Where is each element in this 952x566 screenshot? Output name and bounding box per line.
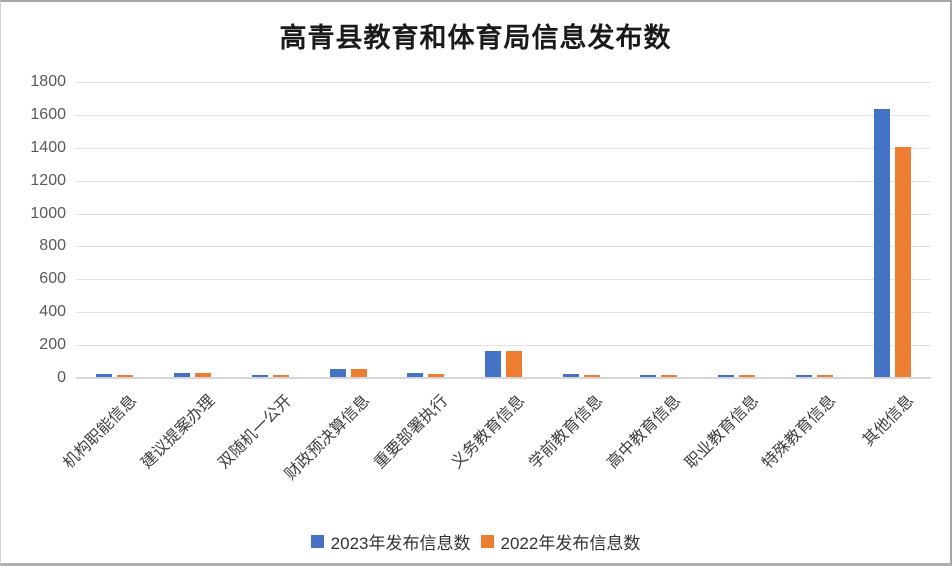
bar-2023年-学前教育信息 (562, 373, 579, 377)
legend-item: 2023年发布信息数 (310, 529, 471, 554)
bar-2022年-职业教育信息 (739, 375, 756, 377)
x-category-label: 职业教育信息 (682, 392, 762, 473)
y-axis-tick-label: 1000 (30, 204, 66, 222)
x-category-label: 其他信息 (860, 392, 918, 450)
y-axis-tick-label: 800 (39, 237, 66, 255)
bar-2023年-职业教育信息 (718, 375, 735, 377)
bar-2022年-建议提案办理 (195, 373, 212, 377)
bar-2022年-财政预决算信息 (350, 369, 367, 377)
bar-2023年-财政预决算信息 (329, 368, 346, 377)
bar-2022年-机构职能信息 (117, 375, 134, 377)
bar-2023年-重要部署执行 (407, 373, 424, 377)
gridline (76, 246, 931, 248)
gridline (76, 82, 931, 83)
bar-2022年-重要部署执行 (428, 374, 445, 377)
bar-2022年-其他信息 (894, 146, 911, 377)
legend-swatch-icon (480, 535, 494, 548)
bar-2022年-义务教育信息 (506, 350, 522, 377)
y-axis-tick-label: 1400 (30, 138, 66, 156)
legend-swatch-icon (310, 535, 324, 548)
y-axis-tick-label: 200 (39, 336, 66, 354)
bar-2023年-双随机一公开 (251, 375, 268, 377)
y-axis-tick-label: 1200 (30, 171, 66, 189)
bar-2023年-义务教育信息 (485, 350, 501, 377)
y-axis-tick-label: 400 (39, 303, 66, 321)
legend: 2023年发布信息数 2022年发布信息数 (1, 529, 950, 554)
y-axis-tick-label: 0 (57, 369, 66, 386)
x-category-label: 重要部署执行 (371, 392, 452, 473)
bar-2023年-建议提案办理 (174, 372, 191, 377)
gridline (76, 114, 931, 116)
x-category-label: 义务教育信息 (448, 392, 529, 473)
gridline (76, 213, 931, 215)
bar-2022年-学前教育信息 (583, 375, 600, 377)
chart-title: 高青县教育和体育局信息发布数 (279, 23, 672, 53)
gridline (76, 345, 931, 347)
x-category-label: 建议提案办理 (137, 392, 218, 473)
y-axis-tick-label: 1600 (30, 105, 66, 123)
y-axis-tick-label: 1800 (30, 73, 66, 90)
legend-label: 2022年发布信息数 (500, 534, 641, 553)
bar-2022年-高中教育信息 (661, 375, 678, 377)
x-category-label: 机构职能信息 (60, 392, 141, 473)
bar-2022年-双随机一公开 (272, 375, 289, 377)
y-axis-tick-label: 600 (39, 270, 66, 288)
gridline (76, 147, 931, 149)
bar-2023年-特殊教育信息 (795, 375, 812, 377)
bar-2023年-高中教育信息 (640, 375, 657, 377)
x-axis-line (76, 377, 931, 379)
legend-item: 2022年发布信息数 (480, 529, 641, 554)
x-category-label: 高中教育信息 (604, 392, 685, 473)
bar-2022年-特殊教育信息 (816, 375, 833, 377)
gridline (76, 312, 931, 314)
x-category-label: 特殊教育信息 (759, 392, 840, 473)
bar-2023年-其他信息 (873, 108, 890, 377)
gridline (76, 279, 931, 281)
gridline (76, 180, 931, 182)
bar-2023年-机构职能信息 (96, 373, 113, 377)
legend-label: 2023年发布信息数 (330, 534, 471, 553)
x-category-label: 学前教育信息 (526, 392, 607, 473)
